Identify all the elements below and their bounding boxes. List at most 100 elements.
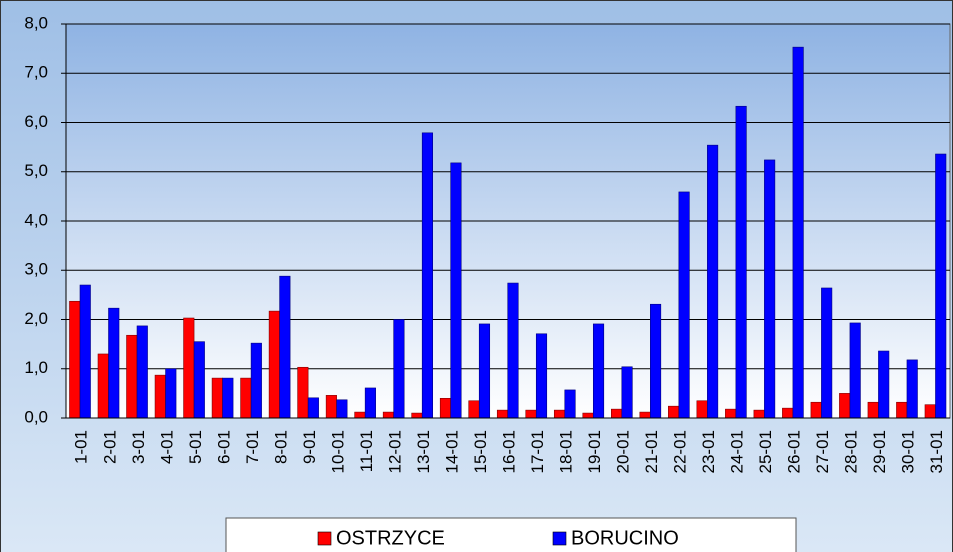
bar <box>639 411 651 419</box>
bar <box>878 350 890 419</box>
x-tick-label: 14-01 <box>442 430 461 473</box>
bar <box>108 307 120 419</box>
bar <box>650 303 662 419</box>
legend <box>225 517 797 552</box>
bar <box>564 389 576 419</box>
x-tick-label: 17-01 <box>528 430 547 473</box>
bar <box>165 368 177 419</box>
bar <box>553 409 566 419</box>
bar <box>478 323 491 419</box>
y-tick-label: 2,0 <box>24 309 48 328</box>
bar <box>222 377 234 419</box>
x-tick-label: 7-01 <box>243 430 262 464</box>
bar <box>279 275 291 419</box>
bar <box>183 317 195 419</box>
x-tick-label: 11-01 <box>357 430 376 472</box>
bar <box>468 400 480 419</box>
bar <box>507 282 519 419</box>
bar <box>906 359 918 419</box>
bar <box>582 412 594 419</box>
bar <box>193 341 205 419</box>
y-tick-label: 3,0 <box>24 260 48 279</box>
x-tick-label: 16-01 <box>499 430 518 473</box>
y-tick-label: 4,0 <box>24 210 48 229</box>
x-tick-label: 28-01 <box>842 430 861 473</box>
bar <box>79 284 91 419</box>
bar <box>896 401 908 419</box>
x-tick-label: 27-01 <box>813 430 832 473</box>
x-tick-label: 9-01 <box>300 430 319 464</box>
legend-label: OSTRZYCE <box>336 527 445 549</box>
x-tick-label: 20-01 <box>614 430 633 473</box>
x-tick-label: 21-01 <box>642 430 661 473</box>
x-tick-label: 15-01 <box>471 430 490 473</box>
bar <box>849 322 861 419</box>
legend-swatch <box>552 531 567 546</box>
bar <box>439 397 452 419</box>
bar <box>611 408 623 419</box>
x-tick-label: 4-01 <box>157 430 176 464</box>
x-tick-label: 24-01 <box>728 430 747 473</box>
y-tick-label: 1,0 <box>24 358 48 377</box>
x-tick-label: 12-01 <box>385 430 404 473</box>
legend-swatch <box>317 531 332 546</box>
bar <box>696 400 708 419</box>
y-tick-label: 0,0 <box>24 407 48 426</box>
bar <box>364 387 376 419</box>
x-tick-label: 2-01 <box>100 430 119 464</box>
bar <box>753 409 765 419</box>
bar <box>668 405 680 419</box>
y-tick-label: 6,0 <box>24 112 48 131</box>
x-tick-label: 18-01 <box>557 430 576 473</box>
x-tick-label: 19-01 <box>585 430 604 473</box>
bar <box>450 162 462 419</box>
bar <box>393 319 405 419</box>
bar <box>707 144 719 419</box>
x-tick-label: 10-01 <box>328 430 347 473</box>
bar <box>336 399 348 419</box>
bar <box>525 409 537 419</box>
bar <box>867 401 879 419</box>
bar <box>325 395 337 419</box>
bar <box>268 310 280 419</box>
bar <box>69 300 81 419</box>
x-tick-label: 22-01 <box>671 430 690 473</box>
bar <box>810 401 822 419</box>
x-tick-label: 6-01 <box>214 430 233 464</box>
bar <box>935 153 947 419</box>
x-tick-label: 3-01 <box>129 430 148 464</box>
x-tick-label: 13-01 <box>414 430 433 473</box>
bar <box>678 191 690 419</box>
x-tick-label: 5-01 <box>186 430 205 464</box>
bar <box>725 408 737 419</box>
bar <box>126 334 138 419</box>
x-tick-label: 23-01 <box>699 430 718 473</box>
bar <box>592 323 605 419</box>
bar <box>411 412 423 419</box>
bar <box>839 393 851 419</box>
x-tick-label: 26-01 <box>785 430 804 473</box>
bar <box>250 342 262 419</box>
bar <box>421 132 433 419</box>
x-tick-label: 1-01 <box>72 430 91 464</box>
bar <box>764 159 776 419</box>
bar <box>307 397 319 419</box>
bar <box>354 411 366 419</box>
bar <box>154 374 166 419</box>
y-tick-label: 5,0 <box>24 161 48 180</box>
bar <box>535 333 548 419</box>
y-tick-label: 7,0 <box>24 63 48 82</box>
x-tick-label: 30-01 <box>899 430 918 473</box>
bar <box>496 409 509 419</box>
bar <box>97 353 109 419</box>
bar <box>297 366 309 419</box>
bar <box>211 377 223 419</box>
x-tick-label: 8-01 <box>271 430 290 464</box>
bar <box>382 411 394 419</box>
bar <box>792 46 804 419</box>
bar <box>782 407 794 419</box>
bar <box>621 366 633 419</box>
x-tick-label: 31-01 <box>927 430 946 473</box>
x-tick-label: 29-01 <box>870 430 889 473</box>
